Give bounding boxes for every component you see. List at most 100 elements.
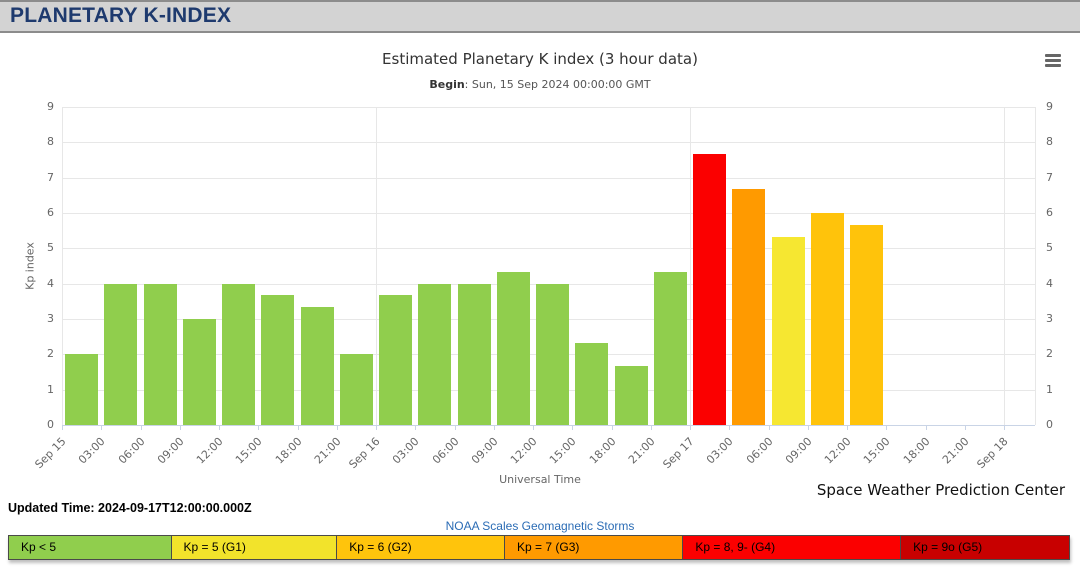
page-header: PLANETARY K-INDEX bbox=[0, 0, 1080, 33]
chart-subtitle-value: : Sun, 15 Sep 2024 00:00:00 GMT bbox=[464, 78, 651, 91]
y-tick-label-left: 1 bbox=[47, 382, 54, 396]
kp-bar[interactable] bbox=[300, 307, 334, 425]
x-axis-tick bbox=[533, 425, 534, 430]
x-axis-tick bbox=[847, 425, 848, 430]
legend-segment: Kp = 9o (G5) bbox=[901, 535, 1070, 560]
kp-bar[interactable] bbox=[575, 342, 609, 425]
y-tick-label-left: 2 bbox=[47, 347, 54, 361]
kp-bar[interactable] bbox=[771, 236, 805, 425]
chart-subtitle: Begin: Sun, 15 Sep 2024 00:00:00 GMT bbox=[0, 78, 1080, 91]
kp-bar[interactable] bbox=[222, 283, 255, 425]
x-axis-tick bbox=[768, 425, 770, 430]
plot-area: Sep 15 03:00 06:00 09:00 12:00 15:00 18:00 21:0… bbox=[32, 107, 1036, 471]
x-axis-tick bbox=[690, 425, 691, 430]
kp-bar[interactable] bbox=[653, 272, 687, 425]
kp-bar[interactable] bbox=[339, 354, 373, 425]
chart-subtitle-label: Begin bbox=[429, 78, 465, 91]
y-tick-label-right: 2 bbox=[1046, 347, 1053, 361]
gridline-vertical bbox=[690, 107, 691, 425]
kp-bar[interactable] bbox=[457, 283, 491, 425]
x-axis-tick bbox=[140, 425, 142, 430]
x-axis-tick bbox=[493, 425, 495, 430]
x-axis-tick bbox=[1004, 425, 1005, 430]
x-axis-tick bbox=[454, 425, 456, 430]
x-axis-tick bbox=[415, 425, 417, 430]
x-axis-tick bbox=[336, 425, 338, 430]
kp-index-chart: Estimated Planetary K index (3 hour data… bbox=[0, 37, 1080, 499]
hamburger-bar bbox=[1045, 64, 1061, 67]
y-tick-label-left: 3 bbox=[47, 312, 54, 325]
y-tick-label-right: 8 bbox=[1046, 135, 1053, 149]
y-tick-label-right: 4 bbox=[1046, 276, 1053, 290]
y-tick-label-left: 6 bbox=[47, 206, 54, 219]
kp-bar[interactable] bbox=[850, 224, 883, 425]
x-axis-tick bbox=[964, 425, 966, 430]
gridline-vertical bbox=[376, 107, 377, 425]
y-tick-label-left: 9 bbox=[47, 100, 54, 113]
chart-credit: Space Weather Prediction Center bbox=[816, 481, 1065, 499]
kp-bar[interactable] bbox=[693, 154, 726, 425]
legend-segment: Kp = 7 (G3) bbox=[505, 535, 684, 560]
y-tick-label-left: 5 bbox=[47, 241, 54, 255]
kp-bar[interactable] bbox=[536, 283, 569, 425]
y-tick-label-right: 5 bbox=[1046, 241, 1053, 255]
x-axis-tick bbox=[925, 425, 927, 430]
chart-title: Estimated Planetary K index (3 hour data… bbox=[382, 50, 698, 68]
x-axis-tick bbox=[179, 425, 181, 430]
x-axis-tick bbox=[807, 425, 809, 430]
x-axis-tick bbox=[650, 425, 652, 430]
x-axis-title: Universal Time bbox=[499, 473, 581, 486]
hamburger-menu-icon[interactable] bbox=[1045, 54, 1061, 67]
y-tick-label-right: 3 bbox=[1046, 312, 1053, 325]
y-axis-title: Kp index bbox=[23, 242, 37, 290]
x-axis-tick bbox=[572, 425, 574, 430]
x-axis-tick bbox=[297, 425, 299, 430]
x-axis-tick bbox=[376, 425, 377, 430]
noaa-scales-link[interactable]: NOAA Scales Geomagnetic Storms bbox=[445, 519, 635, 533]
x-axis-tick bbox=[101, 425, 103, 430]
kp-bar[interactable] bbox=[496, 272, 530, 425]
kp-bar[interactable] bbox=[104, 283, 138, 425]
gridline-horizontal bbox=[62, 177, 1035, 179]
y-tick-label-right: 0 bbox=[1046, 418, 1053, 431]
kp-bar[interactable] bbox=[143, 283, 177, 425]
x-axis-tick bbox=[886, 425, 888, 430]
gridline-horizontal bbox=[62, 107, 1035, 108]
page-title: PLANETARY K-INDEX bbox=[10, 4, 232, 27]
hamburger-bar bbox=[1045, 59, 1061, 62]
y-tick-label-left: 0 bbox=[47, 418, 54, 431]
kp-bar[interactable] bbox=[810, 213, 844, 425]
y-tick-label-right: 7 bbox=[1046, 170, 1053, 184]
plot-right-border bbox=[1035, 107, 1036, 425]
legend-segment: Kp = 5 (G1) bbox=[171, 535, 338, 560]
y-tick-label-left: 8 bbox=[47, 135, 54, 149]
x-axis-tick bbox=[258, 425, 260, 430]
legend-segment: Kp = 8, 9- (G4) bbox=[683, 535, 902, 560]
hamburger-bar bbox=[1045, 54, 1061, 57]
y-tick-label-right: 9 bbox=[1046, 100, 1053, 113]
gridline-horizontal bbox=[62, 248, 1035, 250]
kp-bar[interactable] bbox=[732, 189, 766, 425]
legend-segment: Kp < 5 bbox=[8, 535, 172, 560]
x-axis-tick bbox=[62, 425, 63, 430]
gridline-horizontal bbox=[62, 213, 1035, 214]
y-tick-label-right: 1 bbox=[1046, 382, 1053, 396]
kp-bar[interactable] bbox=[418, 283, 452, 425]
x-axis-tick bbox=[611, 425, 613, 430]
gridline-vertical bbox=[62, 107, 63, 425]
y-tick-label-left: 7 bbox=[47, 170, 54, 184]
y-tick-label-right: 6 bbox=[1046, 206, 1053, 219]
kp-bar[interactable] bbox=[182, 319, 216, 425]
kp-bar[interactable] bbox=[614, 366, 648, 425]
legend-segment: Kp = 6 (G2) bbox=[337, 535, 505, 560]
noaa-scales-legend: Kp < 5 Kp = 5 (G1) Kp = 6 (G2) Kp = 7 (G3) K… bbox=[8, 535, 1070, 560]
updated-time: Updated Time: 2024-09-17T12:00:00.000Z bbox=[8, 501, 252, 515]
kp-bar[interactable] bbox=[261, 295, 295, 425]
kp-bar[interactable] bbox=[65, 354, 98, 425]
y-tick-label-left: 4 bbox=[47, 276, 54, 290]
kp-bar[interactable] bbox=[379, 295, 412, 425]
gridline-vertical bbox=[1004, 107, 1005, 425]
x-axis-tick bbox=[219, 425, 220, 430]
x-axis-tick bbox=[729, 425, 731, 430]
